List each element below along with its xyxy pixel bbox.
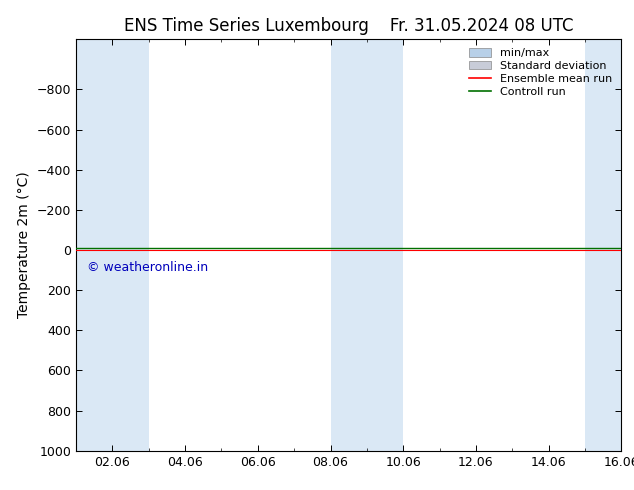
Text: © weatheronline.in: © weatheronline.in	[87, 261, 208, 274]
Bar	[76, 39, 149, 451]
Bar	[585, 39, 634, 451]
Bar	[330, 39, 403, 451]
Y-axis label: Temperature 2m (°C): Temperature 2m (°C)	[17, 172, 31, 318]
Legend: min/max, Standard deviation, Ensemble mean run, Controll run: min/max, Standard deviation, Ensemble me…	[466, 45, 616, 100]
Title: ENS Time Series Luxembourg    Fr. 31.05.2024 08 UTC: ENS Time Series Luxembourg Fr. 31.05.202…	[124, 17, 573, 35]
